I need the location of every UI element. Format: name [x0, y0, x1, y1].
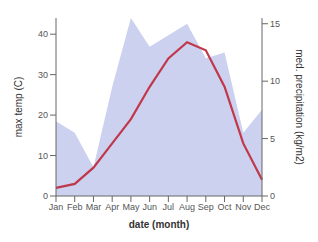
- svg-text:Oct: Oct: [218, 202, 233, 212]
- svg-text:date (month): date (month): [129, 219, 190, 230]
- svg-text:0: 0: [270, 191, 275, 201]
- svg-text:Jan: Jan: [49, 202, 64, 212]
- svg-text:Jul: Jul: [163, 202, 175, 212]
- svg-text:Jun: Jun: [142, 202, 157, 212]
- svg-text:Mar: Mar: [86, 202, 102, 212]
- svg-text:40: 40: [38, 29, 48, 39]
- svg-text:10: 10: [38, 151, 48, 161]
- svg-text:5: 5: [270, 134, 275, 144]
- svg-text:Apr: Apr: [105, 202, 119, 212]
- svg-text:May: May: [122, 202, 140, 212]
- svg-text:Aug: Aug: [179, 202, 195, 212]
- svg-text:Dec: Dec: [254, 202, 271, 212]
- svg-text:30: 30: [38, 70, 48, 80]
- svg-text:Nov: Nov: [235, 202, 252, 212]
- svg-text:20: 20: [38, 110, 48, 120]
- svg-text:med. precipitation (kg/m2): med. precipitation (kg/m2): [294, 49, 305, 165]
- svg-text:max temp (C): max temp (C): [13, 77, 24, 138]
- svg-text:Feb: Feb: [67, 202, 83, 212]
- svg-text:Sep: Sep: [198, 202, 214, 212]
- svg-text:10: 10: [270, 76, 280, 86]
- svg-text:15: 15: [270, 19, 280, 29]
- svg-text:0: 0: [43, 191, 48, 201]
